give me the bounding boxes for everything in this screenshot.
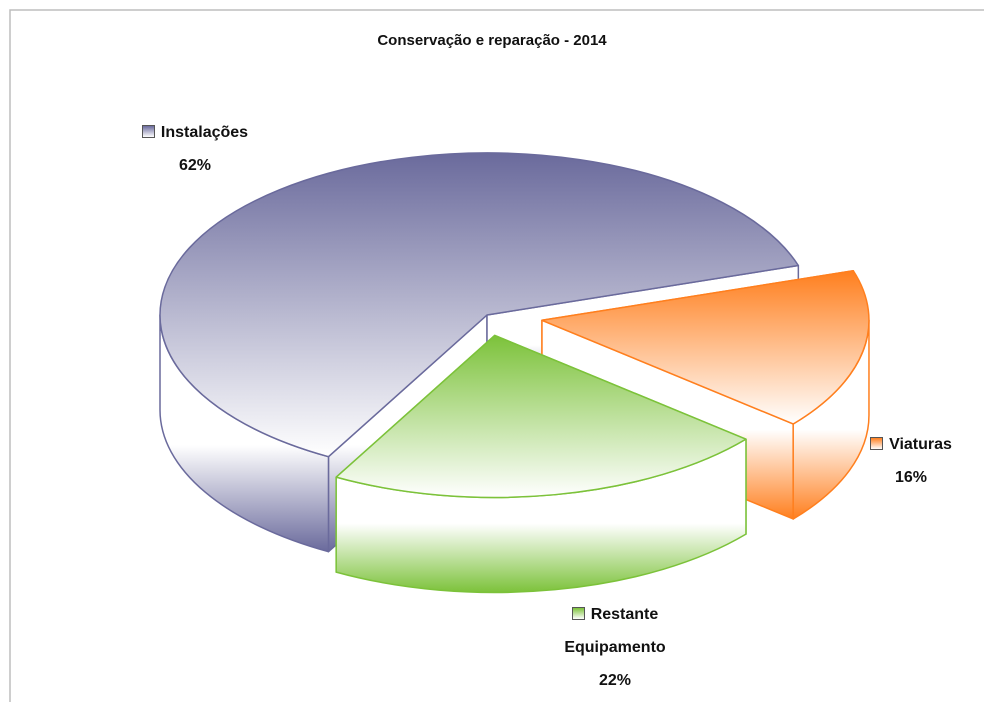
slice-label: Restante Equipamento 22% [540, 598, 690, 697]
slice [541, 270, 870, 425]
frame [9, 9, 984, 702]
value-label: 16% [894, 469, 928, 486]
slice-label: Viaturas 16% [856, 428, 966, 494]
legend-key [141, 125, 155, 138]
value-label: 22% [598, 672, 632, 689]
category-label: Viaturas [889, 436, 952, 453]
value-label: 62% [178, 157, 212, 174]
category-label: Instalações [160, 124, 249, 141]
category-label: Restante Equipamento [564, 606, 666, 656]
slice [335, 334, 747, 499]
slice-label: Instalações 62% [120, 116, 270, 182]
legend-key [870, 437, 884, 450]
slice [159, 152, 800, 458]
chart-title: Conservação e reparação - 2014 [377, 32, 607, 49]
legend-key [571, 607, 585, 620]
